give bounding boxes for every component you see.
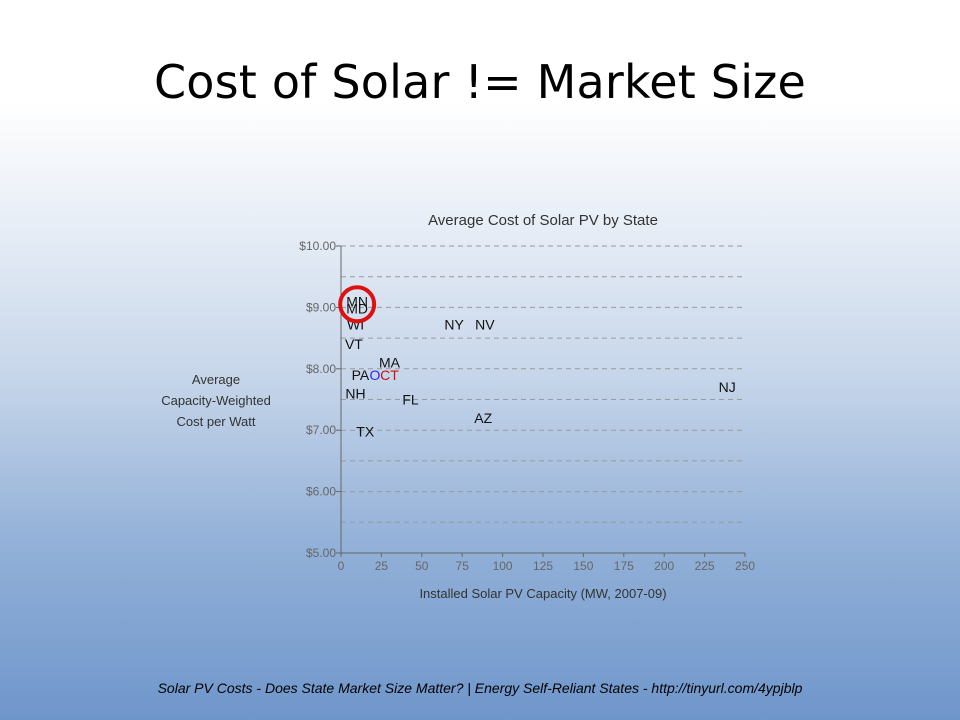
point-vt: VT (345, 336, 363, 352)
x-axis-label: Installed Solar PV Capacity (MW, 2007-09… (419, 586, 666, 601)
chart-title: Average Cost of Solar PV by State (428, 212, 658, 229)
x-tick-label: 200 (654, 559, 674, 573)
point-nv: NV (475, 317, 495, 333)
point-o: O (369, 367, 380, 383)
y-axis-label-line: Cost per Watt (177, 414, 256, 429)
x-tick-label: 225 (695, 559, 715, 573)
point-nj: NJ (719, 379, 736, 395)
y-tick-label: $9.00 (306, 300, 336, 314)
y-axis-label: Average Capacity-Weighted Cost per Watt (161, 372, 271, 429)
y-axis-label-line: Capacity-Weighted (161, 393, 271, 408)
x-tick-label: 50 (415, 559, 429, 573)
highlight-circle (338, 285, 377, 324)
x-tick-label: 75 (456, 559, 470, 573)
y-tick-label: $10.00 (299, 239, 336, 253)
tick-labels: $5.00 $6.00 $7.00 $8.00 $9.00 $10.00 0 25 50 75 10… (299, 239, 755, 573)
y-axis-label-line: Average (192, 372, 240, 387)
x-tick-label: 0 (338, 559, 345, 573)
x-tick-label: 150 (573, 559, 593, 573)
y-tick-label: $7.00 (306, 423, 336, 437)
point-tx: TX (356, 423, 375, 439)
point-ny: NY (444, 317, 464, 333)
y-tick-label: $8.00 (306, 362, 336, 376)
y-tick-label: $5.00 (306, 546, 336, 560)
point-fl: FL (402, 392, 419, 408)
point-pa: PA (352, 367, 370, 383)
point-nh: NH (345, 385, 365, 401)
grid-lines (341, 245, 745, 523)
y-tick-label: $6.00 (306, 485, 336, 499)
point-az: AZ (474, 410, 492, 426)
footer-source: Solar PV Costs - Does State Market Size … (157, 680, 803, 696)
point-ct: CT (380, 367, 399, 383)
point-md: MD (346, 301, 368, 317)
x-tick-label: 100 (493, 559, 513, 573)
x-tick-label: 175 (614, 559, 634, 573)
x-tick-label: 125 (533, 559, 553, 573)
x-tick-label: 25 (375, 559, 389, 573)
x-tick-label: 250 (735, 559, 755, 573)
slide-title: Cost of Solar != Market Size (153, 55, 807, 109)
point-ma: MA (379, 355, 401, 371)
point-mn: MN (346, 293, 368, 309)
